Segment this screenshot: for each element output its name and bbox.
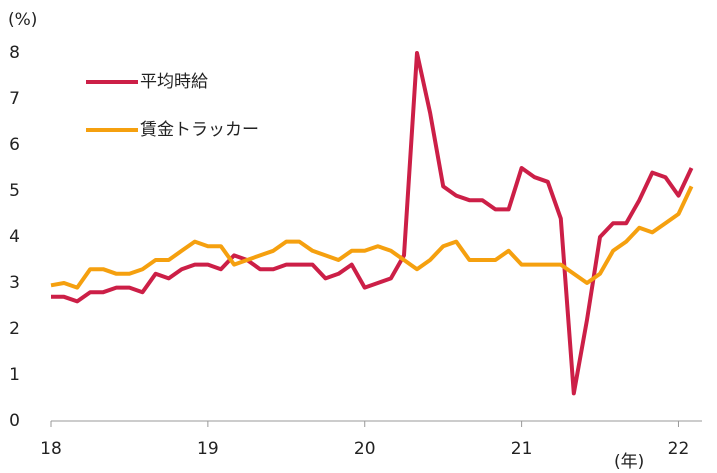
series-line (50, 185, 694, 290)
series-line (51, 51, 694, 396)
y-tick-label: 1 (9, 365, 20, 385)
legend-label: 賃金トラッカー (140, 120, 259, 140)
y-tick-label: 2 (9, 319, 20, 339)
y-tick-label: 7 (9, 89, 20, 109)
x-tick-label: 20 (354, 439, 376, 459)
y-unit-label: (%) (8, 10, 37, 30)
x-tick-label: 21 (511, 439, 533, 459)
y-tick-label: 5 (9, 181, 20, 201)
y-tick-label: 0 (9, 411, 20, 431)
y-tick-label: 8 (9, 43, 20, 63)
legend-label: 平均時給 (140, 72, 208, 92)
y-tick-label: 6 (9, 135, 20, 155)
y-tick-label: 3 (9, 273, 20, 293)
x-tick-label: 19 (197, 439, 219, 459)
x-tick-label: 18 (40, 439, 62, 459)
x-tick-label: 22 (668, 439, 690, 459)
x-unit-label: (年) (614, 452, 644, 472)
y-tick-label: 4 (9, 227, 20, 247)
